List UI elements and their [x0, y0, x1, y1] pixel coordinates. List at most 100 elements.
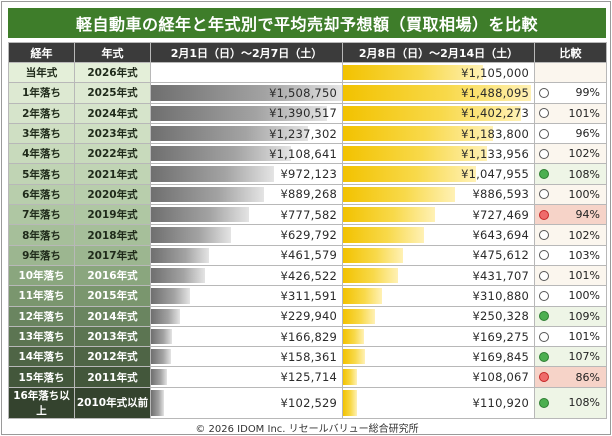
- table-row: 3年落ち 2023年式 ¥1,237,302 ¥1,183,800 96%: [8, 122, 607, 145]
- ratio-cell: 101%: [534, 102, 607, 124]
- header-row: 経年 年式 2月1日（日）～2月7日（土） 2月8日（日）～2月14日（土） 比…: [8, 42, 607, 63]
- ratio-cell: 107%: [534, 346, 607, 368]
- ratio-cell: 101%: [534, 264, 607, 287]
- ratio-value: 94%: [575, 208, 600, 222]
- header-prev-period: 2月1日（日）～2月7日（土）: [150, 42, 343, 63]
- ratio-cell: 102%: [534, 143, 607, 165]
- prev-period-cell: ¥1,237,302: [150, 122, 343, 145]
- curr-period-value: ¥108,067: [472, 370, 529, 385]
- prev-period-bar: [151, 349, 172, 365]
- prev-period-bar: [151, 308, 181, 324]
- age-cell: 10年落ち: [8, 264, 75, 287]
- curr-period-bar: [343, 146, 487, 162]
- curr-period-value: ¥1,488,095: [461, 85, 529, 100]
- year-cell: 2017年式: [74, 244, 151, 266]
- prev-period-bar: [151, 369, 167, 385]
- curr-period-bar: [343, 328, 365, 345]
- curr-period-value: ¥727,469: [472, 207, 529, 222]
- flat-indicator-icon: [539, 250, 549, 261]
- ratio-value: 102%: [568, 228, 600, 242]
- curr-period-value: ¥310,880: [472, 288, 529, 303]
- curr-period-bar: [343, 288, 383, 304]
- curr-period-cell: ¥1,402,273: [342, 102, 535, 124]
- prev-period-cell: ¥972,123: [150, 163, 343, 185]
- table-row: 5年落ち 2021年式 ¥972,123 ¥1,047,955 108%: [8, 163, 607, 185]
- year-cell: 2019年式: [74, 204, 151, 226]
- curr-period-value: ¥1,402,273: [461, 106, 529, 121]
- curr-period-value: ¥431,707: [472, 268, 529, 283]
- prev-period-bar: [151, 328, 173, 345]
- table-row: 1年落ち 2025年式 ¥1,508,750 ¥1,488,095 99%: [8, 82, 607, 104]
- prev-period-bar: [151, 186, 264, 203]
- curr-period-cell: ¥1,488,095: [342, 82, 535, 104]
- ratio-value: 99%: [575, 86, 600, 100]
- ratio-value: 100%: [568, 289, 600, 303]
- table-row: 10年落ち 2016年式 ¥426,522 ¥431,707 101%: [8, 264, 607, 287]
- header-ratio: 比較: [534, 42, 607, 63]
- ratio-value: 101%: [568, 269, 600, 283]
- curr-period-value: ¥1,105,000: [461, 65, 529, 80]
- table-row: 11年落ち 2015年式 ¥311,591 ¥310,880 100%: [8, 285, 607, 307]
- curr-period-cell: ¥1,047,955: [342, 163, 535, 185]
- prev-period-bar: [151, 125, 308, 142]
- age-cell: 1年落ち: [8, 82, 75, 104]
- age-cell: 11年落ち: [8, 285, 75, 307]
- ratio-value: 108%: [568, 396, 600, 410]
- header-year: 年式: [74, 42, 151, 63]
- ratio-cell: 103%: [534, 244, 607, 266]
- prev-period-cell: ¥229,940: [150, 305, 343, 327]
- prev-period-cell: ¥158,361: [150, 346, 343, 368]
- prev-period-cell: ¥426,522: [150, 264, 343, 287]
- ratio-value: 107%: [568, 350, 600, 364]
- ratio-value: 100%: [568, 187, 600, 201]
- prev-period-bar: [151, 247, 210, 263]
- flat-indicator-icon: [539, 230, 549, 241]
- year-cell: 2023年式: [74, 122, 151, 145]
- year-cell: 2021年式: [74, 163, 151, 185]
- year-cell: 2026年式: [74, 61, 151, 84]
- flat-indicator-icon: [539, 108, 549, 119]
- table-row: 12年落ち 2014年式 ¥229,940 ¥250,328 109%: [8, 305, 607, 327]
- prev-period-bar: [151, 227, 231, 243]
- curr-period-bar: [343, 186, 456, 203]
- curr-period-cell: ¥310,880: [342, 285, 535, 307]
- prev-period-cell: ¥1,508,750: [150, 82, 343, 104]
- curr-period-cell: ¥1,183,800: [342, 122, 535, 145]
- prev-period-cell: ¥311,591: [150, 285, 343, 307]
- curr-period-bar: [343, 369, 357, 385]
- curr-period-bar: [343, 389, 358, 416]
- prev-period-bar: [151, 105, 328, 121]
- table-row: 4年落ち 2022年式 ¥1,108,641 ¥1,133,956 102%: [8, 143, 607, 165]
- year-cell: 2010年式以前: [74, 386, 151, 419]
- curr-period-cell: ¥108,067: [342, 366, 535, 388]
- curr-period-bar: [343, 166, 476, 182]
- prev-period-value: ¥1,237,302: [269, 126, 337, 141]
- curr-period-cell: ¥1,105,000: [342, 61, 535, 84]
- prev-period-bar: [151, 146, 292, 162]
- age-cell: 当年式: [8, 61, 75, 84]
- prev-period-cell: ¥125,714: [150, 366, 343, 388]
- year-cell: 2013年式: [74, 325, 151, 348]
- prev-period-cell: ¥889,268: [150, 183, 343, 206]
- table-row: 16年落ち以上 2010年式以前 ¥102,529 ¥110,920 108%: [8, 386, 607, 419]
- ratio-value: 101%: [568, 330, 600, 343]
- year-cell: 2022年式: [74, 143, 151, 165]
- table-row: 9年落ち 2017年式 ¥461,579 ¥475,612 103%: [8, 244, 607, 266]
- flat-indicator-icon: [539, 270, 549, 281]
- table-row: 7年落ち 2019年式 ¥777,582 ¥727,469 94%: [8, 204, 607, 226]
- table-row: 14年落ち 2012年式 ¥158,361 ¥169,845 107%: [8, 346, 607, 368]
- up-indicator-icon: [539, 169, 549, 180]
- ratio-cell: 99%: [534, 82, 607, 104]
- ratio-cell: 94%: [534, 204, 607, 226]
- year-cell: 2024年式: [74, 102, 151, 124]
- flat-indicator-icon: [539, 87, 549, 98]
- curr-period-value: ¥250,328: [472, 309, 529, 324]
- year-cell: 2020年式: [74, 183, 151, 206]
- flat-indicator-icon: [539, 189, 549, 200]
- ratio-cell: 109%: [534, 305, 607, 327]
- flat-indicator-icon: [539, 128, 549, 139]
- prev-period-value: ¥229,940: [280, 309, 337, 324]
- curr-period-cell: ¥431,707: [342, 264, 535, 287]
- curr-period-bar: [343, 349, 365, 365]
- prev-period-value: ¥889,268: [280, 187, 337, 202]
